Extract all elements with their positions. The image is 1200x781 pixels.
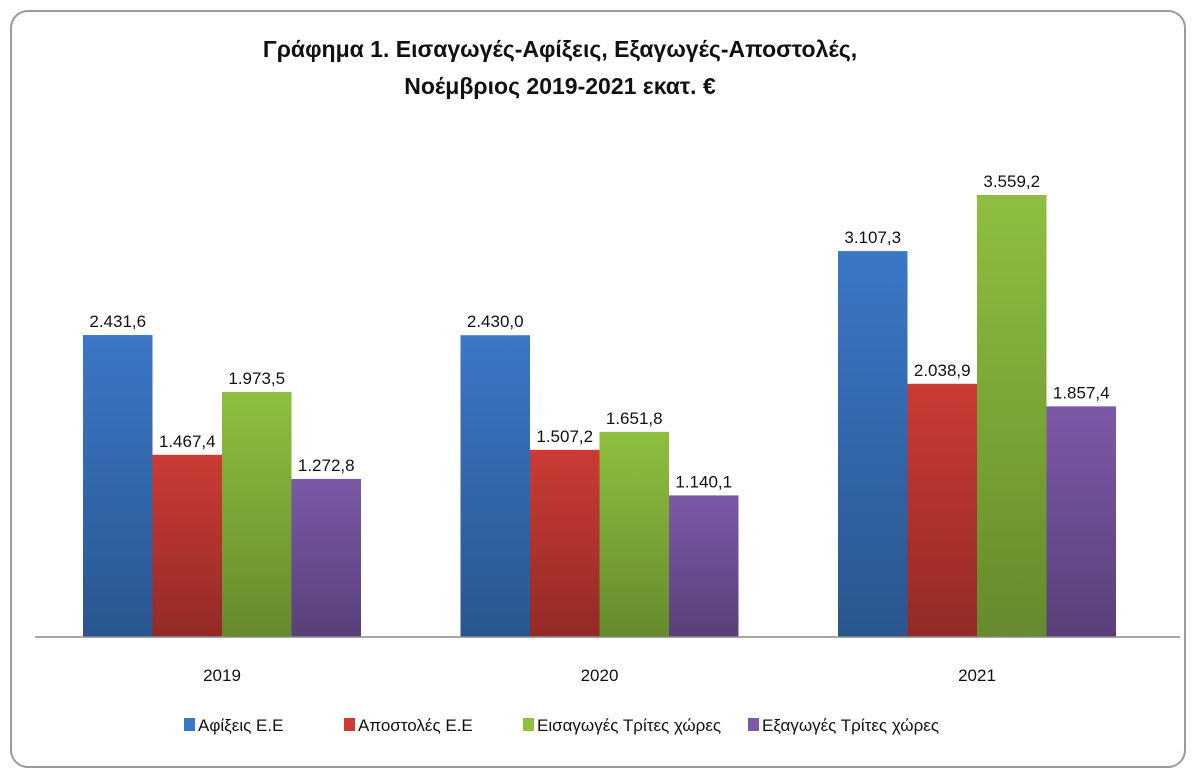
bar	[222, 391, 292, 637]
data-label: 3.107,3	[844, 228, 901, 247]
x-tick-label: 2019	[203, 666, 241, 685]
chart-title: Γράφημα 1. Εισαγωγές-Αφίξεις, Εξαγωγές-Α…	[263, 36, 857, 62]
data-label: 1.272,8	[298, 456, 355, 475]
data-label: 1.507,2	[536, 427, 593, 446]
data-label: 2.038,9	[914, 361, 971, 380]
bar	[291, 478, 361, 637]
chart-subtitle: Νοέμβριος 2019-2021 εκατ. €	[404, 73, 716, 99]
legend-label: Εισαγωγές Τρίτες χώρες	[537, 716, 721, 735]
bar	[83, 335, 153, 637]
data-label: 1.857,4	[1053, 383, 1110, 402]
legend-swatch	[523, 718, 534, 731]
legend-swatch	[184, 718, 195, 731]
data-label: 1.140,1	[675, 472, 732, 491]
x-tick-label: 2021	[958, 666, 996, 685]
legend-swatch	[748, 718, 759, 731]
legend-label: Αφίξεις Ε.Ε	[198, 716, 283, 735]
data-label: 3.559,2	[983, 172, 1040, 191]
bar	[669, 495, 739, 637]
legend-swatch	[344, 718, 355, 731]
bar	[907, 383, 977, 637]
x-tick-label: 2020	[581, 666, 619, 685]
chart-frame	[10, 10, 1186, 768]
data-label: 2.431,6	[89, 312, 146, 331]
bar	[977, 195, 1047, 637]
bar	[838, 251, 908, 637]
bar	[460, 335, 530, 637]
data-label: 2.430,0	[467, 312, 524, 331]
data-label: 1.973,5	[228, 369, 285, 388]
data-label: 1.467,4	[159, 432, 216, 451]
legend-label: Εξαγωγές Τρίτες χώρες	[762, 716, 939, 735]
data-label: 1.651,8	[606, 409, 663, 428]
bar	[599, 431, 669, 637]
bar	[530, 449, 600, 637]
legend-label: Αποστολές Ε.Ε	[358, 716, 473, 735]
bar	[152, 454, 222, 637]
bar	[1046, 406, 1116, 637]
